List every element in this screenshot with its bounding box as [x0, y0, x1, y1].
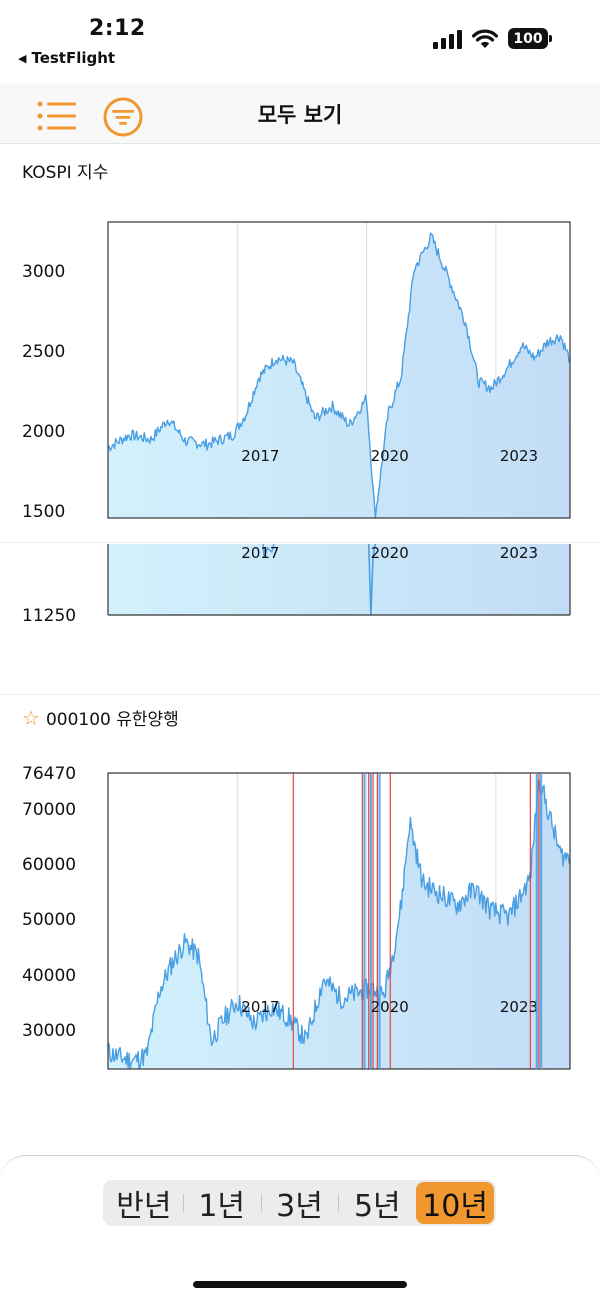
kospi-title-label: KOSPI 지수: [22, 163, 109, 183]
cellular-signal-icon: [433, 29, 462, 49]
kospi-y-tick-2500: 2500: [22, 342, 66, 362]
status-time: 2:12: [89, 16, 146, 41]
plot-frame: [107, 772, 571, 1070]
star-outline-icon[interactable]: ☆: [22, 705, 40, 730]
wifi-icon: [472, 29, 498, 48]
period-segmented-control[interactable]: 반년 1년 3년 5년 10년: [103, 1180, 496, 1226]
stock-y-tick-60000: 60000: [22, 855, 77, 875]
series-line: [262, 543, 275, 559]
period-5-year[interactable]: 5년: [338, 1182, 416, 1224]
plot-frame: [107, 221, 571, 519]
area-fill: [108, 779, 570, 1069]
kospi-y-tick-2000: 2000: [22, 422, 66, 442]
battery-icon: 100: [508, 28, 552, 49]
x-tick-label-2023: 2023: [500, 998, 538, 1016]
stock-plot: 2017 2020 2023: [107, 772, 571, 1070]
back-app-label: TestFlight: [31, 49, 116, 67]
bottom-panel: [0, 1155, 600, 1300]
x-tick-label-2017: 2017: [241, 998, 279, 1016]
stock-y-tick-50000: 50000: [22, 910, 77, 930]
period-3-year[interactable]: 3년: [260, 1182, 339, 1224]
x-tick-label-2020: 2020: [371, 544, 409, 562]
period-1-year[interactable]: 1년: [182, 1182, 261, 1224]
list-icon[interactable]: [36, 100, 78, 132]
second-y-tick-11250: 11250: [22, 606, 77, 626]
period-10-year[interactable]: 10년: [416, 1182, 494, 1224]
x-tick-label-2023: 2023: [500, 447, 538, 465]
x-tick-label-2023: 2023: [500, 544, 538, 562]
stock-y-tick-76470: 76470: [22, 764, 77, 784]
navigation-bar: 모두 보기: [0, 84, 600, 144]
stock-y-tick-70000: 70000: [22, 800, 77, 820]
divider: [0, 542, 600, 543]
kospi-plot: 2017 2020 2023: [107, 221, 571, 519]
kospi-y-tick-3000: 3000: [22, 262, 66, 282]
home-indicator: [193, 1281, 407, 1288]
series-line: [367, 543, 376, 616]
x-tick-label-2020: 2020: [371, 998, 409, 1016]
area-fill: [108, 544, 570, 615]
x-tick-label-2020: 2020: [371, 447, 409, 465]
stock-title-label: 000100 유한양행: [45, 710, 179, 730]
page-title: 모두 보기: [257, 103, 343, 127]
stock-y-tick-40000: 40000: [22, 966, 77, 986]
back-arrow-icon: ◀: [18, 51, 27, 65]
back-to-app-link[interactable]: ◀ TestFlight: [18, 49, 115, 67]
stock-section-title[interactable]: ☆ 000100 유한양행: [22, 705, 179, 731]
kospi-section-title[interactable]: KOSPI 지수: [22, 158, 108, 183]
period-half-year[interactable]: 반년: [116, 1189, 172, 1224]
series-line: [107, 232, 570, 519]
x-tick-label-2017: 2017: [241, 544, 279, 562]
x-tick-label-2017: 2017: [241, 447, 279, 465]
divider: [0, 694, 600, 695]
series-line: [107, 779, 570, 1070]
filter-icon[interactable]: [103, 97, 143, 137]
area-fill: [108, 233, 570, 518]
status-indicators: 100: [433, 28, 552, 49]
second-plot: 2017 2020 2023: [107, 543, 571, 616]
kospi-y-tick-1500: 1500: [22, 502, 66, 522]
stock-y-tick-30000: 30000: [22, 1021, 77, 1041]
